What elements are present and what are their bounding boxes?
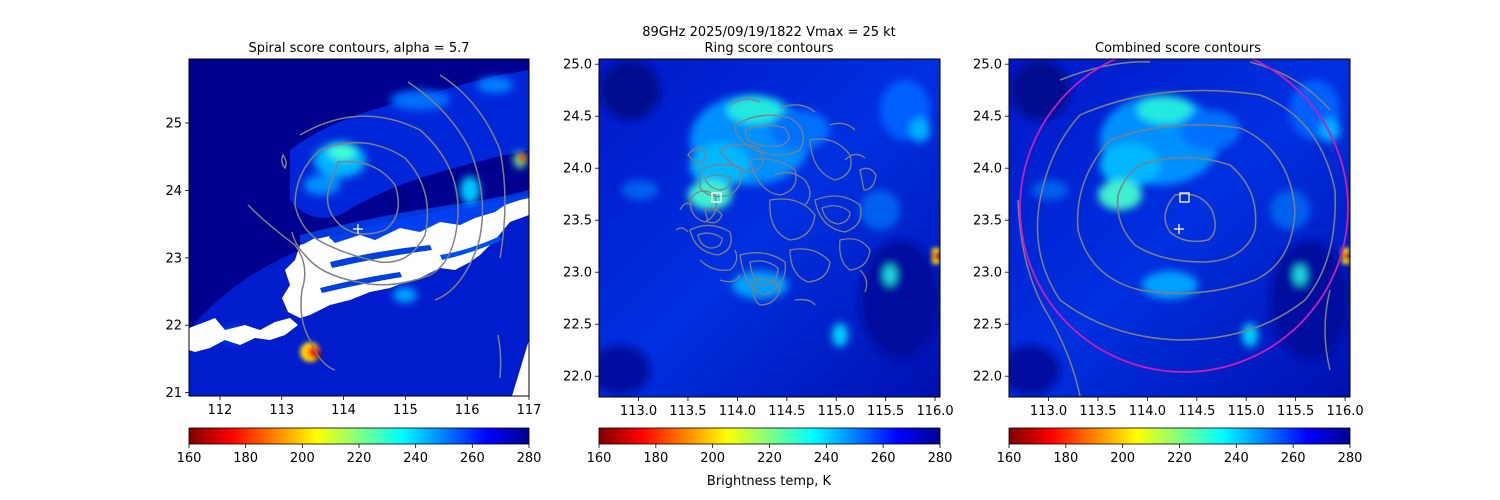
x-tick-label: 113.0 [620,404,657,419]
x-tick-label: 113.5 [669,404,706,419]
colorbar-tick-label: 180 [643,451,668,466]
panel-title-ring: Ring score contours [704,41,833,56]
x-tick-label: 114.5 [1178,404,1215,419]
colorbar-combined [1009,428,1350,444]
y-tick-label: 21 [165,386,182,401]
colorbar-tick-label: 260 [871,451,896,466]
colorbar-tick-label: 260 [1281,451,1306,466]
panel-title-combined: Combined score contours [1095,41,1261,56]
colorbar-tick-label: 160 [587,451,612,466]
panel-combined: Combined score contours [973,41,1364,466]
x-tick-label: 115 [393,403,418,418]
x-tick-label: 115.0 [818,404,855,419]
y-tick-label: 24 [165,184,182,199]
panel-title-spiral: Spiral score contours, alpha = 5.7 [248,41,469,56]
y-tick-label: 22.0 [973,370,1002,385]
y-tick-label: 24.5 [973,110,1002,125]
y-tick-label: 25.0 [563,58,592,73]
x-tick-label: 113.0 [1030,404,1067,419]
heatmap-spiral [189,59,529,396]
colorbar-tick-label: 160 [997,451,1022,466]
colorbar-tick-label: 180 [233,451,258,466]
contours-combined [1017,61,1336,397]
panel-ring: Ring score contours [563,41,954,489]
x-tick-label: 116.0 [1326,404,1363,419]
square-marker-ring [711,192,722,203]
x-tick-label: 112 [207,403,232,418]
x-tick-label: 117 [517,403,542,418]
y-tick-label: 22.0 [563,370,592,385]
colorbar-tick-label: 220 [757,451,782,466]
x-tick-label: 116.0 [916,404,953,419]
panel-spiral: Spiral score contours, alpha = 5.7 [165,41,541,466]
colorbar-tick-label: 280 [1338,451,1363,466]
x-tick-label: 114 [331,403,356,418]
colorbar-ticks-combined: 160 180 200 220 240 260 280 [997,444,1363,466]
colorbar-tick-label: 240 [403,451,428,466]
contours-ring [675,98,877,306]
x-tick-label: 116 [455,403,480,418]
colorbar-ring [599,428,940,444]
contours-spiral [247,74,506,379]
heatmap-combined [1009,59,1350,397]
colorbar-tick-label: 200 [700,451,725,466]
colorbar-tick-label: 220 [1167,451,1192,466]
plus-marker-spiral [353,224,363,234]
axes-frame-combined [1008,58,1351,398]
x-tick-label: 114.0 [1129,404,1166,419]
colorbar-tick-label: 280 [517,451,542,466]
colorbar-tick-label: 160 [177,451,202,466]
colorbar-spiral [189,428,529,444]
y-tick-label: 23.0 [973,266,1002,281]
y-tick-label: 23.5 [973,214,1002,229]
x-tick-label: 113.5 [1079,404,1116,419]
y-tick-label: 22.5 [563,318,592,333]
colorbar-tick-label: 180 [1053,451,1078,466]
colorbar-ticks-spiral: 160 180 200 220 240 260 280 [177,444,542,466]
x-tick-label: 115.0 [1228,404,1265,419]
y-tick-label: 23.5 [563,214,592,229]
ring-circle [1019,59,1349,373]
y-tick-label: 22.5 [973,318,1002,333]
y-tick-label: 24.0 [973,162,1002,177]
y-tick-label: 23 [165,251,182,266]
axes-frame-ring [598,58,941,398]
colorbar-tick-label: 200 [290,451,315,466]
y-tick-label: 25 [165,117,182,132]
y-tick-label: 22 [165,319,182,334]
x-tick-label: 113 [269,403,294,418]
y-tick-label: 25.0 [973,58,1002,73]
colorbar-tick-label: 260 [460,451,485,466]
colorbar-tick-label: 240 [1224,451,1249,466]
colorbar-tick-label: 280 [928,451,953,466]
colorbar-label: Brightness temp, K [707,474,832,489]
colorbar-tick-label: 240 [814,451,839,466]
axis-ticks-combined: 113.0 113.5 114.0 114.5 115.0 115.5 116.0 22.0 2… [973,58,1364,419]
x-tick-label: 115.5 [867,404,904,419]
x-tick-label: 114.5 [768,404,805,419]
heatmap-ring [599,59,940,397]
x-tick-label: 115.5 [1277,404,1314,419]
figure-suptitle: 89GHz 2025/09/19/1822 Vmax = 25 kt [642,25,896,40]
y-tick-label: 23.0 [563,266,592,281]
square-marker-combined [1179,192,1190,203]
axis-ticks-ring: 113.0 113.5 114.0 114.5 115.0 115.5 116.0 22.0 2… [563,58,954,419]
colorbar-tick-label: 220 [347,451,372,466]
colorbar-ticks-ring: 160 180 200 220 240 260 280 [587,444,953,466]
y-tick-label: 24.0 [563,162,592,177]
axes-frame-spiral [188,58,530,397]
y-tick-label: 24.5 [563,110,592,125]
colorbar-tick-label: 200 [1110,451,1135,466]
axis-ticks-spiral: 112 113 114 115 116 117 21 22 23 24 25 [165,117,541,418]
x-tick-label: 114.0 [719,404,756,419]
plus-marker-combined [1174,224,1184,234]
